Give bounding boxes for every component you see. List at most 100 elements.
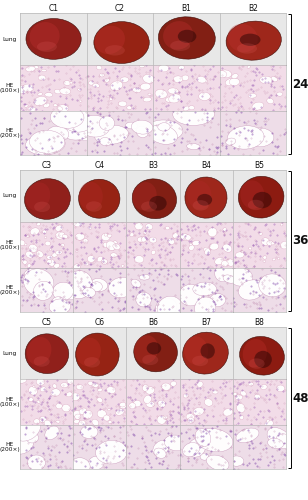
Text: B3: B3 (148, 162, 158, 170)
Ellipse shape (157, 416, 166, 424)
Ellipse shape (38, 92, 43, 96)
Ellipse shape (79, 100, 82, 102)
Ellipse shape (24, 104, 28, 107)
Ellipse shape (163, 21, 193, 50)
Ellipse shape (245, 128, 274, 147)
Ellipse shape (44, 420, 51, 427)
Ellipse shape (129, 403, 136, 409)
Ellipse shape (193, 408, 204, 416)
Ellipse shape (24, 243, 27, 246)
Ellipse shape (143, 97, 151, 102)
Ellipse shape (247, 66, 250, 68)
Ellipse shape (118, 101, 127, 106)
Ellipse shape (48, 410, 51, 412)
Ellipse shape (101, 259, 107, 264)
Ellipse shape (272, 258, 275, 261)
Ellipse shape (206, 455, 229, 470)
Ellipse shape (209, 243, 219, 250)
Ellipse shape (204, 398, 213, 406)
Ellipse shape (145, 84, 150, 88)
Ellipse shape (173, 104, 214, 126)
Ellipse shape (141, 236, 147, 242)
Ellipse shape (26, 182, 50, 210)
Ellipse shape (141, 202, 157, 212)
Ellipse shape (104, 78, 109, 82)
Ellipse shape (168, 88, 178, 94)
Text: HE
(100×): HE (100×) (0, 82, 20, 94)
Ellipse shape (56, 420, 60, 423)
Ellipse shape (233, 392, 237, 396)
Ellipse shape (197, 382, 203, 388)
Ellipse shape (261, 384, 267, 390)
Ellipse shape (200, 453, 209, 460)
Ellipse shape (103, 442, 119, 452)
Ellipse shape (126, 122, 137, 129)
Ellipse shape (192, 356, 208, 366)
Ellipse shape (78, 234, 83, 240)
Ellipse shape (34, 356, 50, 366)
Ellipse shape (70, 82, 73, 84)
Ellipse shape (132, 120, 153, 134)
Ellipse shape (108, 420, 112, 424)
Text: HE
(100×): HE (100×) (0, 396, 20, 407)
Ellipse shape (111, 253, 117, 258)
Ellipse shape (134, 258, 139, 262)
Ellipse shape (83, 238, 88, 242)
Text: C4: C4 (95, 162, 105, 170)
Ellipse shape (28, 106, 36, 112)
Text: HE
(200×): HE (200×) (0, 442, 20, 452)
Ellipse shape (107, 234, 112, 237)
Ellipse shape (77, 338, 101, 366)
Ellipse shape (27, 264, 31, 268)
Ellipse shape (136, 126, 148, 138)
Ellipse shape (147, 342, 161, 354)
Ellipse shape (95, 440, 127, 464)
Ellipse shape (28, 397, 33, 402)
Ellipse shape (243, 339, 267, 368)
Text: B8: B8 (254, 318, 264, 328)
Ellipse shape (103, 415, 110, 421)
Ellipse shape (168, 238, 174, 244)
Ellipse shape (56, 403, 62, 409)
Ellipse shape (119, 403, 126, 408)
Ellipse shape (134, 336, 158, 363)
Text: B5: B5 (254, 162, 264, 170)
Text: Lung: Lung (3, 36, 17, 42)
Ellipse shape (38, 75, 46, 81)
Ellipse shape (55, 225, 63, 232)
Ellipse shape (79, 179, 120, 218)
Ellipse shape (280, 224, 283, 226)
Ellipse shape (240, 336, 284, 375)
Ellipse shape (200, 78, 207, 83)
Text: C2: C2 (115, 4, 125, 14)
Ellipse shape (111, 246, 115, 250)
Ellipse shape (225, 78, 237, 86)
Ellipse shape (23, 260, 27, 264)
Ellipse shape (55, 250, 62, 254)
Ellipse shape (62, 234, 68, 238)
Ellipse shape (67, 378, 74, 384)
Ellipse shape (195, 428, 233, 452)
Ellipse shape (158, 17, 215, 59)
Ellipse shape (99, 116, 115, 130)
Ellipse shape (40, 387, 46, 392)
Ellipse shape (22, 84, 34, 92)
Ellipse shape (221, 260, 228, 266)
Ellipse shape (83, 410, 92, 419)
Ellipse shape (94, 126, 128, 144)
Ellipse shape (252, 102, 264, 110)
Ellipse shape (185, 235, 191, 240)
Ellipse shape (74, 420, 79, 424)
Ellipse shape (235, 394, 242, 400)
Ellipse shape (43, 230, 47, 234)
Ellipse shape (217, 70, 227, 78)
Ellipse shape (80, 426, 98, 438)
Ellipse shape (143, 74, 155, 84)
Ellipse shape (228, 24, 258, 52)
Ellipse shape (240, 180, 264, 209)
Ellipse shape (66, 270, 93, 298)
Text: 36h: 36h (293, 234, 308, 248)
Ellipse shape (267, 240, 273, 246)
Ellipse shape (55, 232, 65, 239)
Ellipse shape (88, 226, 92, 230)
